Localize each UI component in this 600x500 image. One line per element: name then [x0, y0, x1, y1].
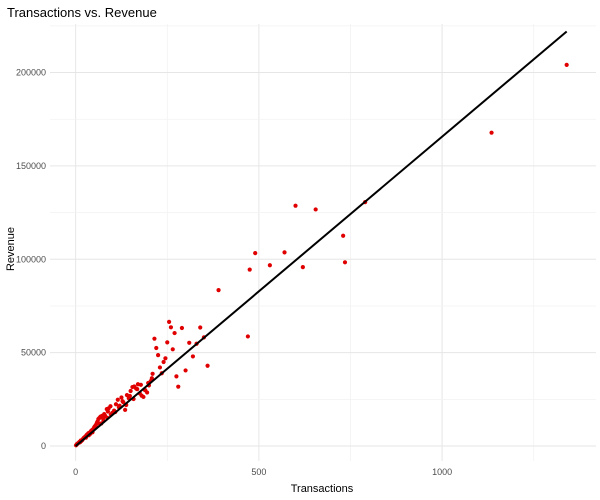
data-point — [115, 397, 120, 402]
data-point — [300, 265, 305, 270]
data-point — [128, 388, 133, 394]
data-point — [313, 207, 318, 212]
data-point — [135, 387, 140, 392]
data-point — [123, 407, 128, 412]
data-point — [141, 394, 146, 400]
data-point — [156, 353, 161, 358]
data-point — [119, 395, 124, 400]
grid — [50, 24, 596, 461]
data-point — [108, 404, 113, 409]
data-point — [127, 393, 132, 399]
y-tick-label: 200000 — [16, 68, 46, 78]
data-point — [157, 365, 163, 370]
data-point — [145, 390, 150, 395]
data-point — [161, 359, 166, 365]
data-point — [176, 384, 181, 389]
data-point — [216, 288, 221, 293]
data-point — [174, 374, 179, 379]
x-tick-label: 0 — [73, 467, 78, 477]
data-point — [150, 371, 155, 376]
y-tick-label: 150000 — [16, 161, 46, 171]
y-axis-label: Revenue — [5, 227, 17, 271]
x-tick-label: 1000 — [432, 467, 452, 477]
y-tick-label: 0 — [41, 441, 46, 451]
x-axis-label: Transactions — [291, 483, 354, 495]
x-tick-label: 500 — [251, 467, 266, 477]
data-point — [113, 402, 119, 407]
data-point — [253, 251, 258, 256]
data-point — [154, 345, 159, 351]
data-point — [166, 319, 172, 324]
data-point — [198, 325, 203, 330]
y-tick-label: 50000 — [21, 348, 46, 358]
data-point — [245, 334, 250, 339]
chart-title: Transactions vs. Revenue — [7, 5, 157, 20]
fit-line-group — [75, 30, 568, 447]
fit-line — [75, 30, 568, 447]
data-point — [149, 376, 154, 381]
data-point — [105, 409, 110, 414]
data-point — [282, 250, 287, 255]
data-point — [168, 325, 174, 330]
data-point — [342, 260, 348, 265]
data-point — [120, 399, 125, 404]
data-point — [187, 340, 192, 345]
data-point — [267, 263, 272, 268]
y-tick-label: 100000 — [16, 254, 46, 264]
data-point — [489, 130, 494, 135]
data-point — [247, 267, 252, 272]
data-point — [190, 354, 196, 359]
y-tick-labels: 0 50000 100000 150000 200000 — [16, 68, 46, 452]
data-point — [170, 347, 175, 352]
data-point — [205, 363, 210, 368]
data-point — [293, 203, 298, 208]
data-point — [179, 325, 185, 331]
data-point — [564, 62, 569, 67]
data-point — [172, 330, 177, 336]
data-point — [152, 336, 157, 341]
data-point — [163, 356, 168, 361]
data-point — [165, 340, 170, 345]
data-point — [183, 368, 188, 373]
data-point — [138, 382, 143, 387]
data-point — [341, 233, 346, 238]
x-tick-labels: 0 500 1000 — [73, 467, 452, 477]
